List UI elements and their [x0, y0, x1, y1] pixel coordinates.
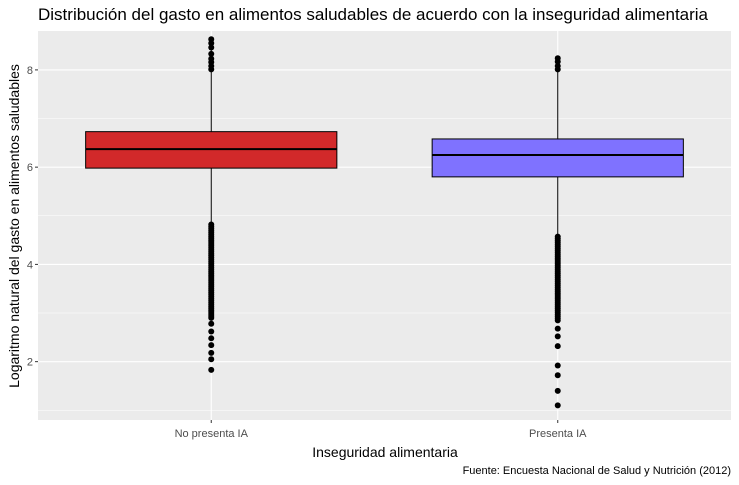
outlier-point [208, 320, 215, 327]
outlier-point [208, 335, 215, 342]
outlier-point [208, 44, 215, 51]
outlier-point [208, 40, 215, 47]
outlier-point [208, 366, 215, 373]
minor-gridlines [38, 118, 731, 411]
box-group [431, 55, 684, 409]
y-axis-label: Logaritmo natural del gasto en alimentos… [6, 64, 22, 388]
y-axis-ticks: 2 4 6 8 [27, 65, 38, 369]
chart-caption: Fuente: Encuesta Nacional de Salud y Nut… [463, 465, 731, 477]
y-tick-label: 6 [27, 162, 33, 174]
chart-title: Distribución del gasto en alimentos salu… [38, 5, 709, 24]
outlier-point [554, 66, 561, 73]
outlier-point [208, 328, 215, 335]
outlier-point [554, 233, 561, 240]
outlier-point [554, 387, 561, 394]
outlier-point [554, 58, 561, 65]
x-tick-label: Presenta IA [529, 428, 587, 440]
outlier-point [554, 362, 561, 369]
outlier-point [554, 325, 561, 332]
x-axis-label: Inseguridad alimentaria [312, 444, 458, 460]
y-tick-label: 8 [27, 65, 33, 77]
x-tick-label: No presenta IA [175, 428, 249, 440]
plot-panel [38, 31, 731, 420]
outlier-point [208, 349, 215, 356]
outlier-point [554, 343, 561, 350]
outlier-point [208, 356, 215, 363]
outlier-point [208, 50, 215, 57]
outlier-point [208, 221, 215, 228]
outlier-point [554, 402, 561, 409]
y-tick-label: 2 [27, 357, 33, 369]
box-group [85, 36, 338, 373]
outlier-point [554, 372, 561, 379]
y-tick-label: 4 [27, 259, 33, 271]
x-axis-ticks: No presenta IA Presenta IA [175, 420, 587, 440]
outlier-point [554, 333, 561, 340]
box-iqr [431, 138, 684, 178]
outlier-point [208, 342, 215, 349]
box-layer [85, 36, 684, 409]
outlier-point [208, 66, 215, 73]
